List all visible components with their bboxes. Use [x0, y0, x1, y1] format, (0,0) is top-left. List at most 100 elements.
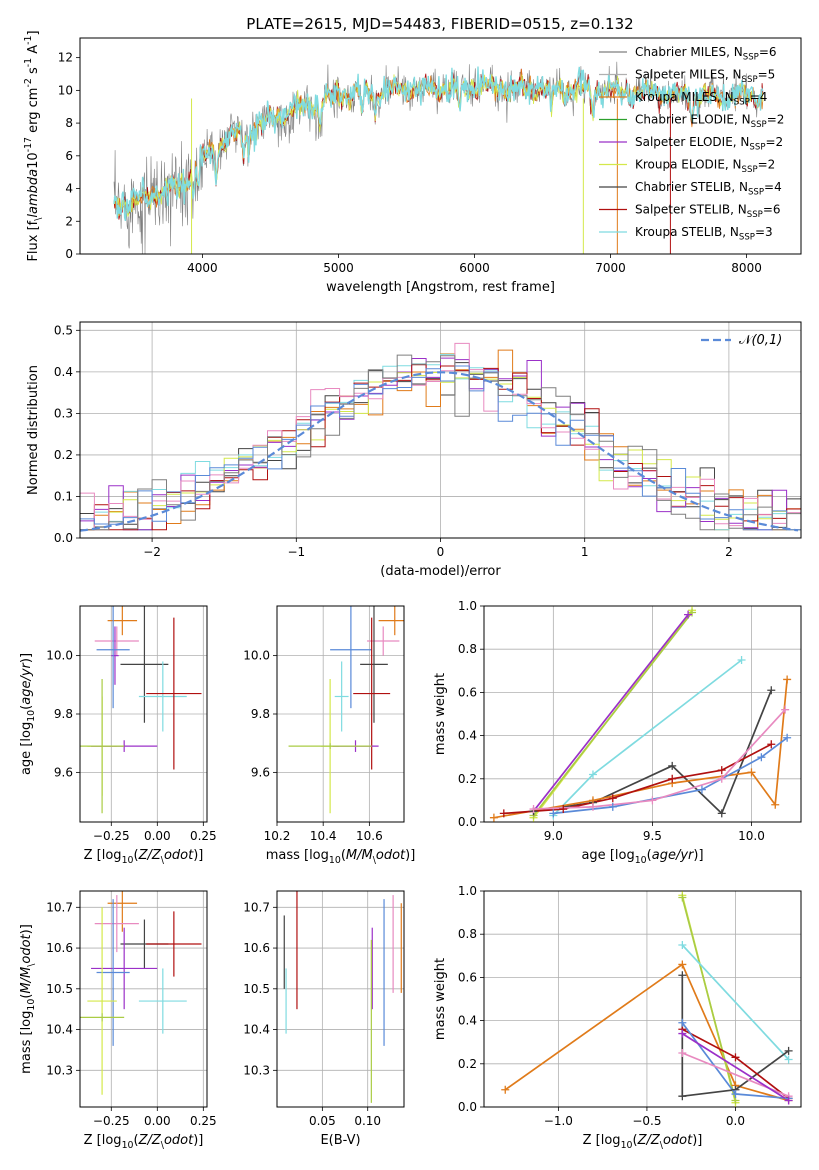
mass-weight-marker [501, 1085, 510, 1094]
y-tick-label: 4 [65, 182, 73, 196]
y-tick-label: 0.3 [54, 406, 73, 420]
y-tick-label: 8 [65, 116, 73, 130]
x-tick-label: −0.5 [632, 1114, 661, 1128]
mass-weight-line [532, 611, 693, 817]
y-tick-label: 0.0 [54, 531, 73, 545]
spectrum-panel: 4000 5000 6000 7000 8000 0 2 4 6 8 10 12 wavelength … [23, 30, 802, 295]
mass-weight-marker [767, 740, 776, 749]
mass-weight-marker [783, 675, 792, 684]
x-tick-label: −2 [143, 545, 161, 559]
age-vs-mass-panel: 10.2 10.4 10.6 9.6 9.8 10.0 mass [log10​(M/M\​… [243, 605, 416, 866]
mass-weight-line [552, 659, 743, 817]
mass-weight-marker [588, 802, 597, 811]
y-tick-label: 10.3 [46, 1063, 73, 1077]
y-axis-label: mass weight [433, 673, 448, 755]
mass-weight-marker [757, 753, 766, 762]
mass-weight-marker [648, 796, 657, 805]
residuals-panel: −2 −1 0 1 2 0.0 0.1 0.2 0.3 0.4 0.5 (data-model)/er… [26, 321, 802, 579]
figure-title: PLATE=2615, MJD=54483, FIBERID=0515, z=0… [246, 15, 633, 33]
legend-entry: Salpeter ELODIE, NSSP​=2 [635, 135, 783, 153]
x-tick-label: 10.4 [310, 829, 337, 843]
mass-vs-ebv-panel: 0.05 0.10 10.3 10.4 10.5 10.6 10.7 E(B-V) [243, 890, 405, 1148]
mass-weight-marker [737, 656, 746, 664]
y-tick-label: 10.0 [46, 649, 73, 663]
legend-entry: Kroupa MILES, NSSP​=4 [635, 90, 767, 108]
mass-weight-marker [678, 1092, 687, 1101]
mass-weight-marker [697, 785, 706, 794]
mass-weight-marker [499, 809, 508, 818]
mass-weight-marker [731, 1053, 740, 1062]
mass-weight-marker [668, 761, 677, 770]
x-tick-label: 5000 [323, 261, 354, 275]
plot-area [80, 891, 202, 1095]
legend-entry: Salpeter MILES, NSSP​=5 [635, 68, 775, 86]
x-tick-label: 0.0 [726, 1114, 745, 1128]
x-tick-label: 10.6 [356, 829, 383, 843]
plot-area [288, 606, 404, 814]
y-tick-label: 10.7 [46, 900, 73, 914]
x-axis-label: Z [log10​(Z/Z\​odot)] [84, 1133, 204, 1151]
x-axis-label: Z [log10​(Z/Z\​odot)] [84, 848, 204, 866]
residual-histogram-step [80, 365, 801, 538]
mass-weight-marker [684, 610, 693, 619]
y-tick-label: 0.4 [458, 1014, 477, 1028]
mass-weight-marker [489, 813, 498, 822]
x-tick-label: 0.10 [354, 1114, 381, 1128]
x-tick-label: 0.00 [144, 1114, 171, 1128]
x-axis-label: wavelength [Angstrom, rest frame] [326, 280, 555, 295]
y-tick-label: 10.4 [46, 1023, 73, 1037]
y-tick-label: 0 [65, 247, 73, 261]
mass-weight-marker [784, 1046, 793, 1055]
x-tick-label: 2 [725, 545, 733, 559]
x-axis-label: (data-model)/error [380, 564, 501, 579]
x-tick-label: −1.0 [544, 1114, 573, 1128]
y-tick-label: 6 [65, 149, 73, 163]
y-tick-label: 10.5 [46, 982, 73, 996]
y-axis-label: Flux [f\​lambda10-17​ erg cm-2​ s-1​ A-1… [23, 30, 44, 261]
x-tick-label: 9.0 [544, 829, 563, 843]
x-tick-label: 10.2 [264, 829, 291, 843]
y-tick-label: 9.8 [251, 707, 270, 721]
plot-area [493, 609, 788, 819]
axes-frame [79, 37, 802, 255]
mass-weight-marker [678, 971, 687, 980]
x-tick-label: 0.25 [190, 1114, 217, 1128]
mass-weight-marker [717, 809, 726, 818]
mass-weight-line [532, 614, 689, 812]
spectrum-model-line [113, 66, 764, 222]
y-tick-label: 0.0 [458, 1100, 477, 1114]
y-tick-label: 10.7 [243, 900, 270, 914]
mass-weight-line [533, 709, 786, 810]
mass-weight-marker [781, 705, 790, 714]
plot-area [80, 606, 202, 814]
mass-weight-marker [717, 766, 726, 775]
mass-weight-marker [678, 893, 687, 902]
x-tick-label: 0.05 [309, 1114, 336, 1128]
y-tick-label: 10.0 [243, 649, 270, 663]
mass-weight-line [493, 679, 788, 819]
y-axis-label: mass weight [433, 958, 448, 1040]
y-tick-label: 0.8 [458, 642, 477, 656]
mass-weight-marker [678, 1018, 687, 1027]
y-tick-label: 9.8 [54, 707, 73, 721]
y-tick-label: 10.5 [243, 982, 270, 996]
weight-vs-metallicity-panel: −1.0 −0.5 0.0 0.0 0.2 0.4 0.6 0.8 1.0 Z [log10​(Z… [433, 884, 802, 1151]
y-tick-label: 10.4 [243, 1023, 270, 1037]
mass-weight-marker [608, 802, 617, 811]
mass-weight-marker [559, 805, 568, 814]
y-tick-label: 10.6 [243, 941, 270, 955]
mass-weight-line [681, 1032, 790, 1102]
y-tick-label: 0.5 [54, 323, 73, 337]
y-tick-label: 10.6 [46, 941, 73, 955]
axes-frame [276, 890, 405, 1108]
x-tick-label: −0.25 [93, 1114, 130, 1128]
plot-area [283, 891, 402, 1103]
x-tick-label: 0.00 [144, 829, 171, 843]
mass-weight-marker [783, 733, 792, 742]
x-axis-label: mass [log10​(M/M\​odot)] [266, 848, 416, 866]
legend-entry: Salpeter STELIB, NSSP​=6 [635, 203, 781, 221]
y-tick-label: 12 [58, 51, 73, 65]
mass-weight-marker [767, 686, 776, 695]
weight-vs-age-panel: 9.0 9.5 10.0 0.0 0.2 0.4 0.6 0.8 1.0 age [log10​(… [433, 599, 802, 866]
x-tick-label: 6000 [459, 261, 490, 275]
